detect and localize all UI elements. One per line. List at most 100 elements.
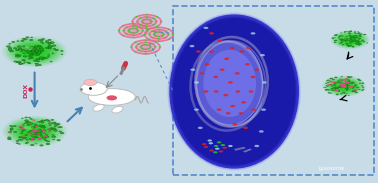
Circle shape bbox=[332, 90, 335, 91]
Circle shape bbox=[19, 63, 22, 64]
Circle shape bbox=[342, 44, 344, 45]
Circle shape bbox=[48, 56, 49, 57]
Circle shape bbox=[359, 80, 361, 81]
Circle shape bbox=[18, 48, 22, 50]
Circle shape bbox=[336, 94, 339, 95]
Circle shape bbox=[329, 84, 330, 85]
Circle shape bbox=[344, 32, 345, 33]
Circle shape bbox=[213, 151, 218, 153]
Circle shape bbox=[341, 76, 343, 77]
Circle shape bbox=[142, 23, 145, 24]
Circle shape bbox=[22, 46, 26, 48]
Circle shape bbox=[23, 63, 24, 64]
Circle shape bbox=[220, 68, 225, 71]
Circle shape bbox=[38, 45, 40, 47]
Circle shape bbox=[144, 49, 147, 50]
Circle shape bbox=[39, 47, 44, 50]
Circle shape bbox=[40, 50, 43, 51]
Circle shape bbox=[334, 87, 336, 88]
Circle shape bbox=[359, 36, 362, 37]
Circle shape bbox=[26, 142, 29, 143]
Circle shape bbox=[11, 126, 13, 127]
Circle shape bbox=[146, 19, 148, 20]
Circle shape bbox=[8, 49, 12, 51]
Circle shape bbox=[362, 85, 363, 86]
Circle shape bbox=[149, 23, 152, 24]
Circle shape bbox=[37, 59, 39, 60]
Circle shape bbox=[53, 48, 55, 49]
Circle shape bbox=[329, 84, 331, 85]
Circle shape bbox=[9, 128, 14, 129]
Circle shape bbox=[345, 40, 347, 41]
Circle shape bbox=[28, 132, 31, 134]
Circle shape bbox=[338, 82, 339, 83]
Circle shape bbox=[334, 87, 335, 88]
Circle shape bbox=[346, 39, 349, 41]
Circle shape bbox=[45, 47, 50, 49]
Circle shape bbox=[55, 124, 58, 125]
Circle shape bbox=[334, 77, 338, 78]
Circle shape bbox=[342, 44, 344, 45]
Text: Lysosome: Lysosome bbox=[319, 166, 345, 171]
Circle shape bbox=[358, 44, 360, 46]
Circle shape bbox=[358, 33, 359, 34]
Circle shape bbox=[142, 19, 145, 20]
Circle shape bbox=[61, 132, 64, 134]
Circle shape bbox=[28, 62, 31, 64]
Circle shape bbox=[9, 48, 11, 49]
Ellipse shape bbox=[341, 35, 360, 44]
Circle shape bbox=[22, 50, 23, 51]
Circle shape bbox=[327, 80, 329, 81]
Circle shape bbox=[327, 82, 329, 83]
Circle shape bbox=[223, 94, 228, 96]
Circle shape bbox=[21, 127, 24, 129]
Circle shape bbox=[31, 126, 35, 129]
Circle shape bbox=[51, 128, 53, 129]
Circle shape bbox=[339, 87, 341, 88]
Circle shape bbox=[141, 30, 144, 31]
Circle shape bbox=[47, 44, 51, 46]
Circle shape bbox=[30, 131, 34, 133]
Circle shape bbox=[349, 45, 352, 46]
Circle shape bbox=[31, 50, 34, 51]
Circle shape bbox=[144, 27, 173, 41]
Circle shape bbox=[338, 91, 339, 92]
Circle shape bbox=[340, 93, 343, 95]
Circle shape bbox=[35, 63, 39, 65]
Circle shape bbox=[26, 122, 31, 124]
Circle shape bbox=[326, 83, 327, 84]
Circle shape bbox=[344, 32, 346, 33]
Circle shape bbox=[10, 51, 13, 52]
Circle shape bbox=[38, 39, 42, 41]
Circle shape bbox=[340, 84, 342, 85]
Circle shape bbox=[31, 55, 33, 56]
Circle shape bbox=[34, 60, 37, 61]
Circle shape bbox=[209, 150, 214, 152]
Circle shape bbox=[24, 137, 26, 138]
Circle shape bbox=[362, 87, 364, 88]
Circle shape bbox=[28, 124, 29, 125]
Ellipse shape bbox=[340, 84, 349, 88]
Circle shape bbox=[59, 126, 63, 128]
Circle shape bbox=[336, 87, 339, 89]
Circle shape bbox=[339, 84, 341, 85]
Circle shape bbox=[355, 42, 357, 43]
Circle shape bbox=[122, 30, 125, 31]
Circle shape bbox=[40, 50, 44, 52]
Circle shape bbox=[23, 38, 25, 39]
Circle shape bbox=[25, 143, 28, 144]
Circle shape bbox=[29, 138, 33, 140]
Circle shape bbox=[352, 41, 355, 42]
Circle shape bbox=[353, 37, 356, 38]
Circle shape bbox=[9, 43, 11, 44]
Circle shape bbox=[347, 81, 349, 82]
Circle shape bbox=[346, 79, 348, 80]
Circle shape bbox=[32, 48, 34, 50]
Circle shape bbox=[333, 38, 334, 39]
Circle shape bbox=[52, 45, 56, 47]
Circle shape bbox=[359, 83, 361, 84]
Circle shape bbox=[26, 37, 28, 38]
Circle shape bbox=[356, 41, 359, 43]
Circle shape bbox=[345, 81, 348, 82]
Circle shape bbox=[17, 143, 18, 144]
